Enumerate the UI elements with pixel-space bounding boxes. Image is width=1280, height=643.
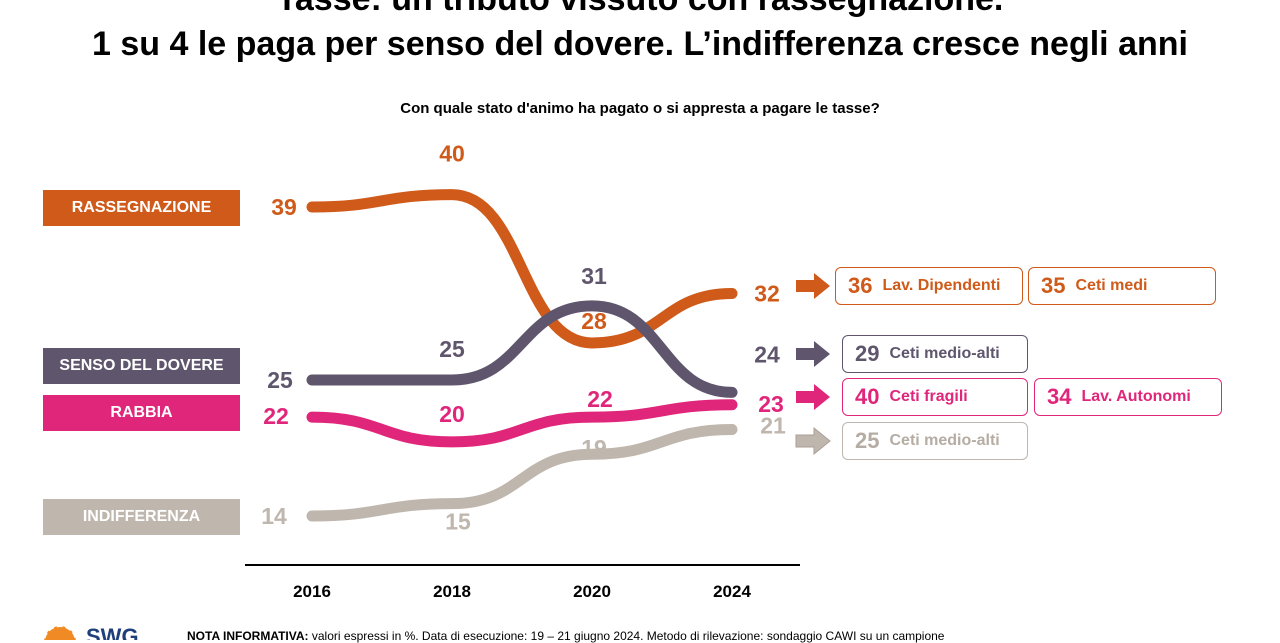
segment-box-indifferenza-0: 25 Ceti medio-alti [842, 422, 1028, 460]
data-label-rassegnazione-2018: 40 [439, 141, 465, 167]
segment-label: Ceti medi [1075, 277, 1148, 294]
segment-label: Ceti medio-alti [889, 432, 1000, 449]
data-label-indifferenza-2018: 15 [445, 509, 471, 535]
swg-logo: SWG [43, 624, 139, 640]
arrow-icon-indifferenza [795, 426, 831, 456]
data-label-rabbia-2020: 22 [587, 386, 613, 412]
segment-label: Lav. Dipendenti [882, 277, 1001, 294]
page-title-line-1: Tasse: un tributo vissuto con rassegnazi… [0, 0, 1280, 18]
data-label-senso-2016: 25 [267, 367, 293, 393]
segment-box-rabbia-0: 40 Ceti fragili [842, 378, 1028, 416]
arrow-icon-rabbia [796, 384, 830, 410]
data-label-indifferenza-2024: 21 [760, 412, 786, 438]
segment-label: Lav. Autonomi [1081, 388, 1191, 405]
x-tick-label-2016: 2016 [293, 582, 331, 601]
segment-box-rassegnazione-0: 36 Lav. Dipendenti [835, 267, 1023, 305]
legend-rassegnazione: RASSEGNAZIONE [43, 190, 240, 226]
segment-box-rassegnazione-1: 35 Ceti medi [1028, 267, 1216, 305]
segment-box-senso-0: 29 Ceti medio-alti [842, 335, 1028, 373]
legend-indifferenza: INDIFFERENZA [43, 499, 240, 535]
series-line-rabbia [306, 399, 738, 448]
x-tick-label-2024: 2024 [713, 582, 751, 601]
data-label-indifferenza-2020: 19 [581, 435, 607, 461]
data-label-senso-2024: 24 [754, 341, 780, 367]
segment-value: 40 [855, 384, 880, 409]
data-label-indifferenza-2016: 14 [261, 503, 287, 529]
data-label-rabbia-2024: 23 [758, 391, 784, 417]
logo-text: SWG [86, 624, 139, 640]
data-label-rassegnazione-2016: 39 [271, 194, 297, 220]
segment-label: Ceti medio-alti [889, 345, 1000, 362]
data-label-rabbia-2018: 20 [439, 401, 465, 427]
x-tick-label-2018: 2018 [433, 582, 471, 601]
legend-rabbia: RABBIA [43, 395, 240, 431]
series-line-indifferenza [306, 423, 738, 522]
arrow-icon-senso [796, 341, 830, 367]
segment-value: 25 [855, 428, 880, 453]
legend-senso-del-dovere: SENSO DEL DOVERE [43, 348, 240, 384]
segment-value: 35 [1041, 273, 1066, 298]
segment-value: 36 [848, 273, 873, 298]
chart-question: Con quale stato d'animo ha pagato o si a… [400, 100, 880, 117]
series-line-senso [306, 300, 738, 398]
segment-value: 34 [1047, 384, 1072, 409]
arrow-icon-rassegnazione [796, 273, 830, 299]
data-label-senso-2020: 31 [581, 263, 607, 289]
data-label-rassegnazione-2024: 32 [754, 281, 780, 307]
segment-value: 29 [855, 341, 880, 366]
data-label-rassegnazione-2020: 28 [581, 308, 607, 334]
footnote: NOTA INFORMATIVA: valori espressi in %. … [187, 629, 944, 643]
segment-box-rabbia-1: 34 Lav. Autonomi [1034, 378, 1222, 416]
footnote-text: valori espressi in %. Data di esecuzione… [308, 629, 945, 643]
data-label-rabbia-2016: 22 [263, 403, 289, 429]
page-title-line-2: 1 su 4 le paga per senso del dovere. L’i… [92, 25, 1188, 63]
segment-label: Ceti fragili [889, 388, 968, 405]
x-tick-label-2020: 2020 [573, 582, 611, 601]
footnote-label: NOTA INFORMATIVA: [187, 629, 309, 643]
series-line-rassegnazione [306, 189, 738, 349]
data-label-senso-2018: 25 [439, 336, 465, 362]
